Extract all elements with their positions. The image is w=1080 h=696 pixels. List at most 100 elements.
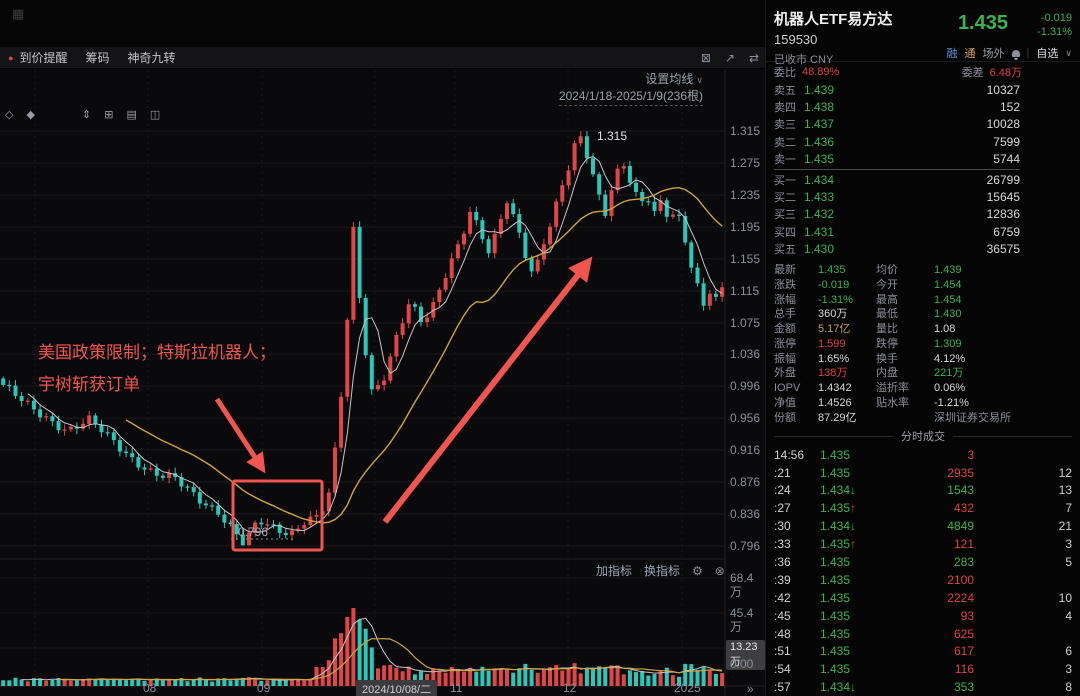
tape-price: 1.435 <box>820 447 851 462</box>
tape-volume: 2100 <box>947 572 974 587</box>
close-panel-icon[interactable]: ⊠ <box>700 50 711 65</box>
price-tick: 1.315 <box>730 124 761 138</box>
split-view-icon[interactable]: ◫ <box>149 109 161 121</box>
stat-value: 1.454 <box>934 293 962 306</box>
bid-row[interactable]: 买二 1.433 15645 <box>774 188 1020 205</box>
book-price: 1.436 <box>804 134 835 149</box>
stat-label <box>876 411 928 426</box>
stat-label: 换手 <box>876 352 898 365</box>
trend-arrow <box>382 256 593 524</box>
stat-value: 0.06% <box>934 382 966 395</box>
tape-price: 1.435 <box>820 465 851 480</box>
tape-time: 14:56 <box>774 447 805 462</box>
tape-volume: 2224 <box>947 590 974 605</box>
book-volume: 12836 <box>986 207 1020 222</box>
price-tick: 1.155 <box>730 251 761 266</box>
tape-time: :42 <box>774 590 791 605</box>
time-axis: 08 09 2024/10/08/二 11 12 2025 <box>0 680 765 696</box>
book-price: 1.438 <box>804 100 835 115</box>
pattern-tool-icon[interactable]: ▤ <box>126 109 137 121</box>
tape-row: :57 1.434↓ 353 8 <box>774 678 1072 696</box>
market-tag-2[interactable]: 通 <box>964 48 976 60</box>
book-price: 1.433 <box>804 190 835 205</box>
alert-icon[interactable]: ● <box>8 52 14 63</box>
ask-row[interactable]: 卖二 1.436 7599 <box>774 133 1020 150</box>
bid-row[interactable]: 买四 1.431 6759 <box>774 223 1020 240</box>
tape-time: :27 <box>774 501 791 516</box>
book-price: 1.434 <box>804 172 835 187</box>
chevron-down-icon: ∨ <box>696 75 703 85</box>
watchlist-button[interactable]: 自选 <box>1036 48 1059 60</box>
swap-indicator-button[interactable]: 换指标 <box>644 564 681 578</box>
price-tick: 1.195 <box>730 219 761 234</box>
ma-settings-button[interactable]: 设置均线 ∨ <box>645 70 703 87</box>
ask-row[interactable]: 卖五 1.439 10327 <box>774 81 1020 98</box>
scroll-right-button[interactable]: » <box>747 682 754 696</box>
weibi-label: 委比 <box>774 67 796 79</box>
tape-volume: 617 <box>953 644 974 659</box>
alarm-bell-icon[interactable] <box>1011 49 1020 60</box>
low-price-label: 0.796 <box>238 525 269 539</box>
grid-tool-icon[interactable]: ⊞ <box>104 109 114 121</box>
time-tick: 2025 <box>674 681 701 695</box>
stat-value: -1.21% <box>934 397 969 410</box>
toolbar-tabs: 到价提醒 筹码 神奇九转 <box>19 49 175 66</box>
tape-row: :30 1.434↓ 4849 21 <box>774 517 1072 535</box>
up-arrow-icon: ↑ <box>850 537 857 552</box>
book-divider <box>774 168 1020 170</box>
down-arrow-icon: ↓ <box>850 519 857 534</box>
price-tick: 0.996 <box>730 379 761 394</box>
marker-diamond-icon[interactable]: ◇ <box>5 109 14 121</box>
market-tag-3[interactable]: 场外 <box>982 48 1005 60</box>
tape-time: :57 <box>774 680 791 695</box>
volume-tick: 45.4万 <box>730 606 754 634</box>
market-tag-1[interactable]: 融 <box>946 48 958 60</box>
tape-row: :39 1.435 2100 <box>774 571 1072 589</box>
market-status: 已收市 CNY <box>774 54 834 66</box>
watchlist-caret-icon: ∨ <box>1065 47 1072 58</box>
close-indicator-icon[interactable]: ⊗ <box>714 563 725 578</box>
bid-row[interactable]: 买三 1.432 12836 <box>774 206 1020 223</box>
toolbar-tab-1[interactable]: 到价提醒 <box>19 51 68 65</box>
ask-row[interactable]: 卖四 1.438 152 <box>774 98 1020 115</box>
stat-label: 今开 <box>876 278 898 291</box>
instrument-code: 159530 <box>774 32 818 47</box>
tape-time: :51 <box>774 644 791 659</box>
popout-icon[interactable]: ↗ <box>724 50 735 65</box>
book-volume: 152 <box>999 100 1020 115</box>
tape-count: 8 <box>1065 680 1072 695</box>
time-and-sales: 14:56 1.435 3:21 1.435 2935 12:24 1.434↓ 1543 13… <box>766 445 1080 696</box>
tape-volume: 4849 <box>947 519 974 534</box>
bid-row[interactable]: 买五 1.430 36575 <box>774 241 1020 258</box>
add-indicator-button[interactable]: 加指标 <box>596 564 633 578</box>
scale-tool-icon[interactable]: ⇕ <box>82 109 92 121</box>
stat-label: 总手 <box>774 308 796 321</box>
stat-value: 1.08 <box>934 323 956 336</box>
highlight-box <box>231 479 324 552</box>
toolbar-tab-2[interactable]: 筹码 <box>85 51 110 65</box>
app-icon[interactable]: ▦ <box>12 6 25 21</box>
layout-swap-icon[interactable]: ⇄ <box>748 50 759 65</box>
tape-count: 3 <box>1065 662 1072 677</box>
chart-window: ▦ ● 到价提醒 筹码 神奇九转 ⊠ ↗ ⇄ ◇ ◆ ⇕ ⊞ ▤ ◫ 设置均线 ∨ 2024/1/… <box>0 0 765 696</box>
tape-count: 4 <box>1065 608 1072 623</box>
book-volume: 6759 <box>993 224 1020 239</box>
bid-row[interactable]: 买一 1.434 26799 <box>774 171 1020 188</box>
date-range-selector[interactable]: 2024/1/18-2025/1/9(236根) <box>558 87 703 106</box>
time-tick: 11 <box>450 681 463 695</box>
ask-row[interactable]: 卖一 1.435 5744 <box>774 151 1020 168</box>
toolbar-tab-3[interactable]: 神奇九转 <box>127 51 176 65</box>
down-arrow-icon: ↓ <box>850 483 857 498</box>
price-tick: 1.275 <box>730 155 761 170</box>
tape-volume: 3 <box>967 447 974 462</box>
book-level-label: 卖二 <box>774 136 796 149</box>
book-price: 1.430 <box>804 242 835 257</box>
stat-value: 1.4342 <box>818 382 852 395</box>
tape-price: 1.435 <box>820 662 851 677</box>
gear-icon[interactable]: ⚙ <box>692 563 703 578</box>
ask-row[interactable]: 卖三 1.437 10028 <box>774 116 1020 133</box>
marker-dot-icon[interactable]: ◆ <box>26 109 35 121</box>
window-topbar: ▦ <box>0 0 765 47</box>
book-level-label: 买一 <box>774 174 796 187</box>
kline-canvas[interactable] <box>0 0 765 696</box>
